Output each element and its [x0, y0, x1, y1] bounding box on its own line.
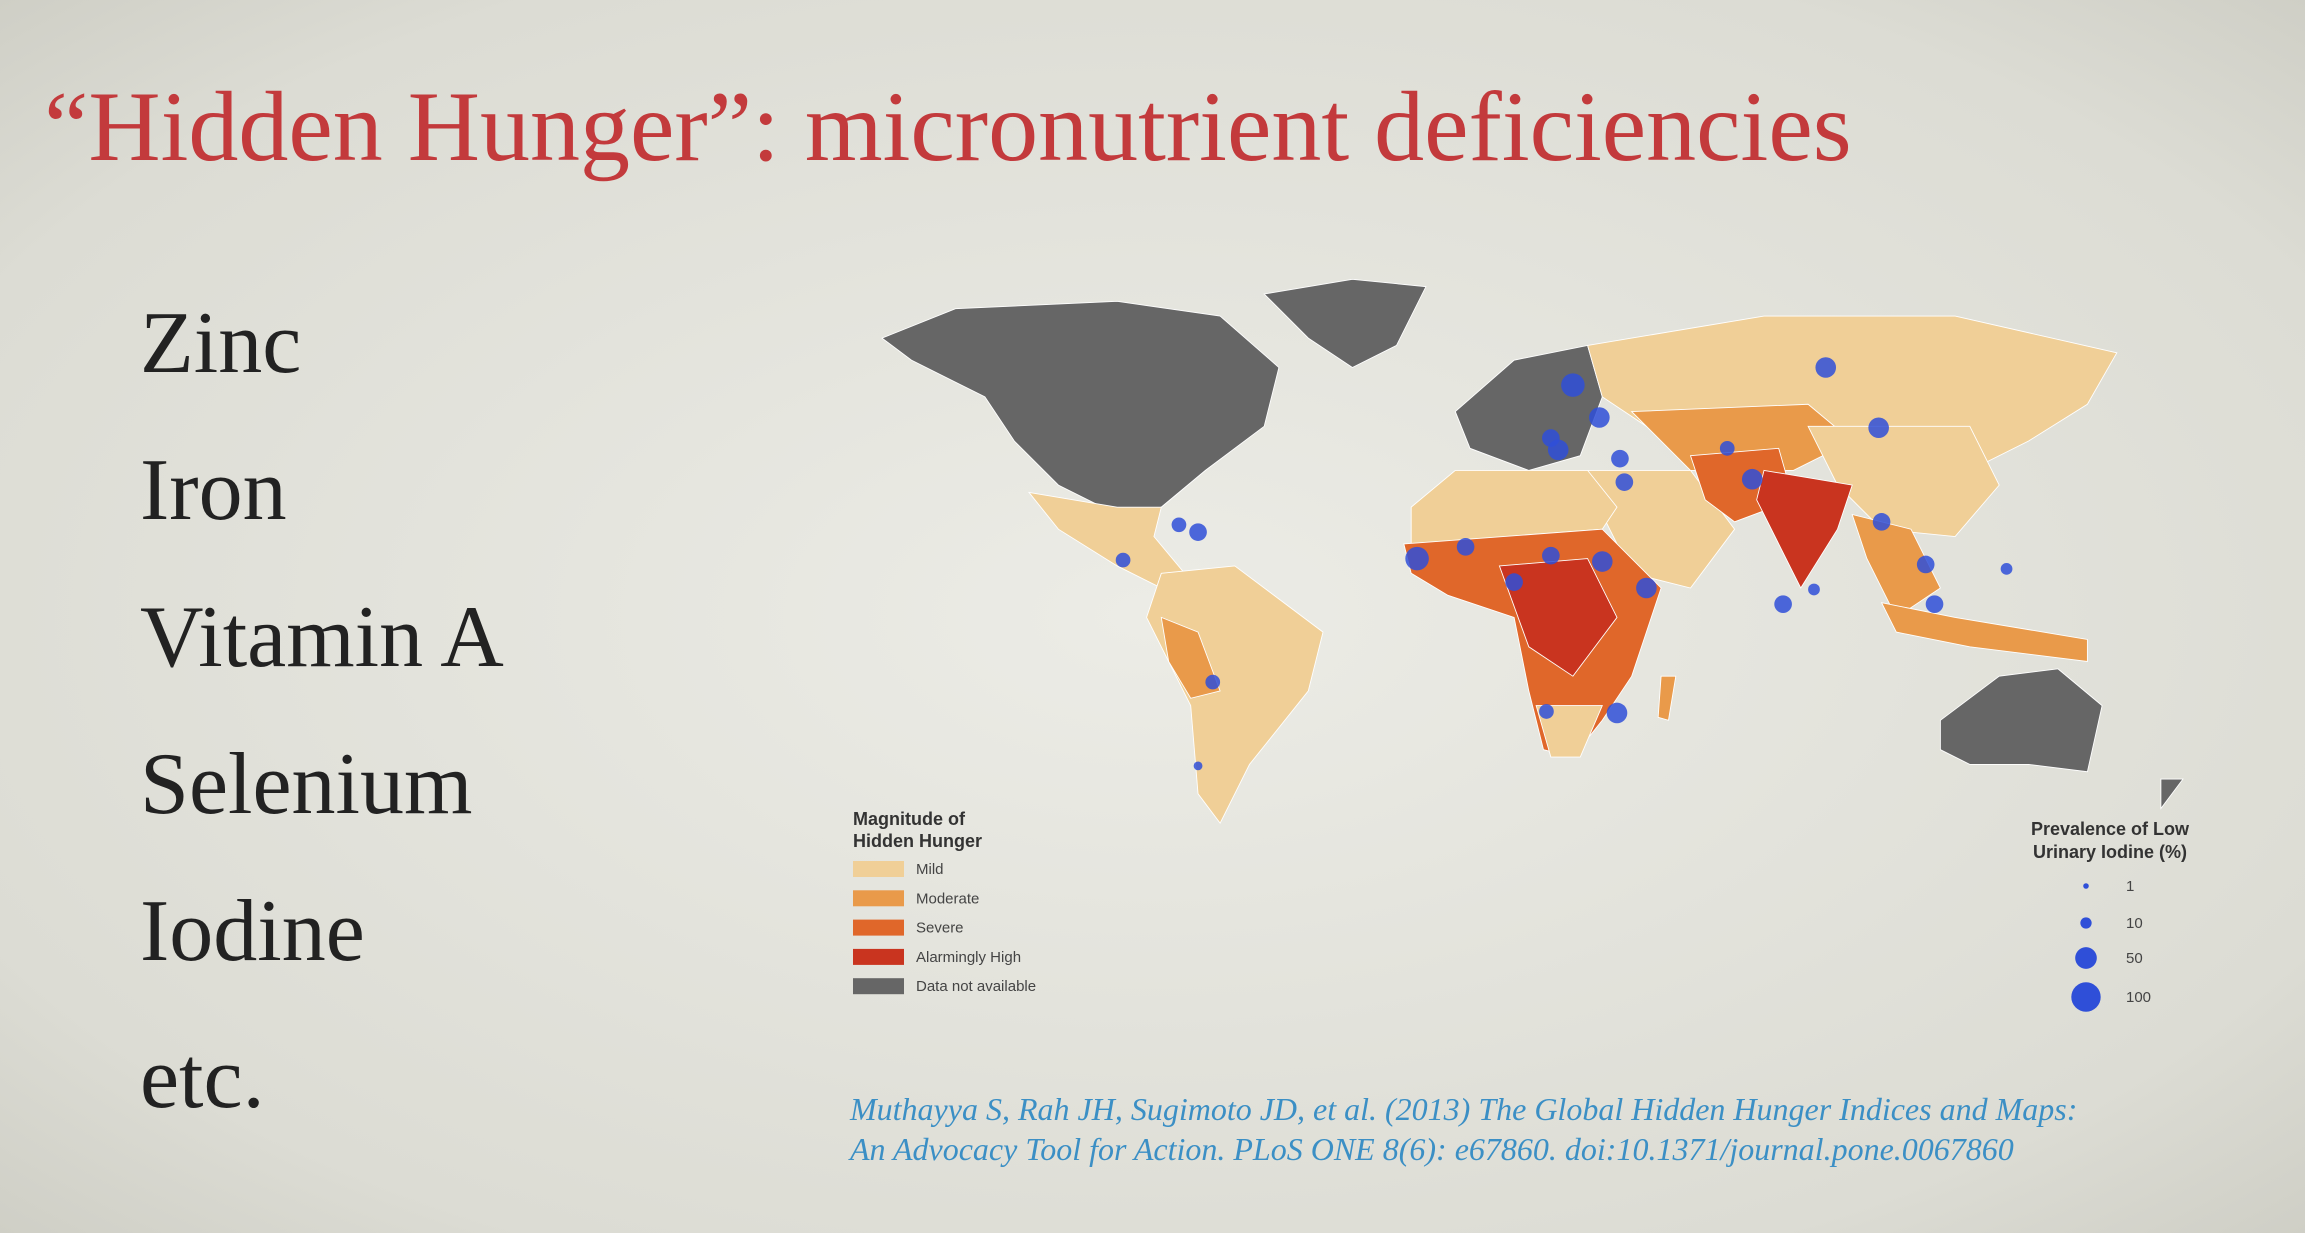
dot — [1615, 473, 1634, 491]
dot — [1547, 439, 1569, 461]
dot — [1719, 441, 1735, 456]
legend-swatch — [853, 890, 904, 907]
legend-label: 1 — [2126, 878, 2134, 895]
dot — [1456, 538, 1475, 556]
dot — [1916, 555, 1935, 574]
world-map — [881, 278, 2184, 825]
dot — [1636, 577, 1657, 599]
slide-title: “Hidden Hunger”: micronutrient deficienc… — [44, 71, 1852, 182]
dot — [1868, 417, 1889, 439]
dot — [1774, 595, 1792, 613]
legend-bubble — [2080, 917, 2092, 929]
list-item: Selenium — [140, 736, 472, 833]
citation-line: Muthayya S, Rah JH, Sugimoto JD, et al. … — [849, 1091, 2077, 1127]
legend-label: 10 — [2126, 915, 2143, 932]
legend-title: Magnitude of — [853, 809, 966, 829]
citation: Muthayya S, Rah JH, Sugimoto JD, et al. … — [848, 1091, 2077, 1167]
legend-label: 100 — [2126, 989, 2151, 1006]
southeast-asia — [1851, 513, 1941, 619]
dot — [2000, 563, 2013, 575]
legend-bubble — [2071, 982, 2101, 1012]
legend-bubble — [2075, 947, 2097, 969]
legend-label: Alarmingly High — [916, 949, 1021, 966]
south-america — [1146, 565, 1324, 825]
list-item: Iron — [140, 442, 287, 539]
list-item: Zinc — [140, 295, 301, 392]
australia — [1939, 668, 2103, 773]
new-zealand — [2160, 778, 2184, 810]
legend-swatch — [853, 861, 904, 877]
legend-title: Hidden Hunger — [853, 831, 982, 851]
legend-swatch — [853, 919, 904, 936]
dot — [1815, 357, 1837, 378]
india — [1756, 469, 1853, 589]
dot — [1405, 546, 1429, 571]
indonesia — [1880, 602, 2088, 662]
central-africa — [1498, 558, 1618, 677]
dot — [1205, 674, 1221, 690]
legend-swatch — [853, 948, 904, 965]
dot — [1189, 523, 1207, 541]
dot — [1592, 551, 1613, 572]
list-item: Iodine — [140, 883, 365, 980]
southern-africa — [1535, 705, 1603, 758]
dot — [1872, 513, 1891, 531]
iodine-dots — [1115, 357, 2013, 771]
list-item: etc. — [140, 1030, 265, 1127]
greenland — [1263, 278, 1427, 369]
north-america — [881, 300, 1280, 515]
item-list: Zinc Iron Vitamin A Selenium Iodine etc. — [140, 295, 504, 1127]
legend-bubble — [2083, 883, 2089, 889]
dot — [1115, 552, 1131, 568]
dot — [1589, 407, 1610, 428]
dot — [1561, 373, 1585, 397]
legend-label: Moderate — [916, 890, 979, 907]
dot — [1741, 468, 1763, 490]
dot — [1808, 583, 1820, 596]
europe — [1454, 344, 1603, 471]
bubble-legend: Prevalence of Low Urinary Iodine (%) 1 10 50… — [2031, 819, 2190, 1012]
legend-title: Urinary Iodine (%) — [2033, 842, 2187, 862]
legend-label: Severe — [916, 920, 964, 937]
dot — [1539, 704, 1554, 719]
dot — [1193, 761, 1203, 771]
legend-label: 50 — [2126, 950, 2143, 967]
dot — [1925, 595, 1944, 613]
legend-label: Mild — [916, 861, 944, 878]
dot — [1171, 517, 1187, 533]
russia — [1587, 315, 2118, 471]
madagascar — [1657, 675, 1677, 721]
andes — [1160, 616, 1221, 699]
dot — [1611, 449, 1629, 468]
legend-label: Data not available — [916, 978, 1036, 995]
citation-line: An Advocacy Tool for Action. PLoS ONE 8(… — [848, 1131, 2014, 1167]
dot — [1606, 702, 1628, 724]
legend-title: Prevalence of Low — [2031, 819, 2190, 839]
legend-swatch — [853, 978, 904, 995]
list-item: Vitamin A — [140, 589, 504, 686]
dot — [1542, 546, 1560, 565]
dot — [1505, 573, 1523, 591]
